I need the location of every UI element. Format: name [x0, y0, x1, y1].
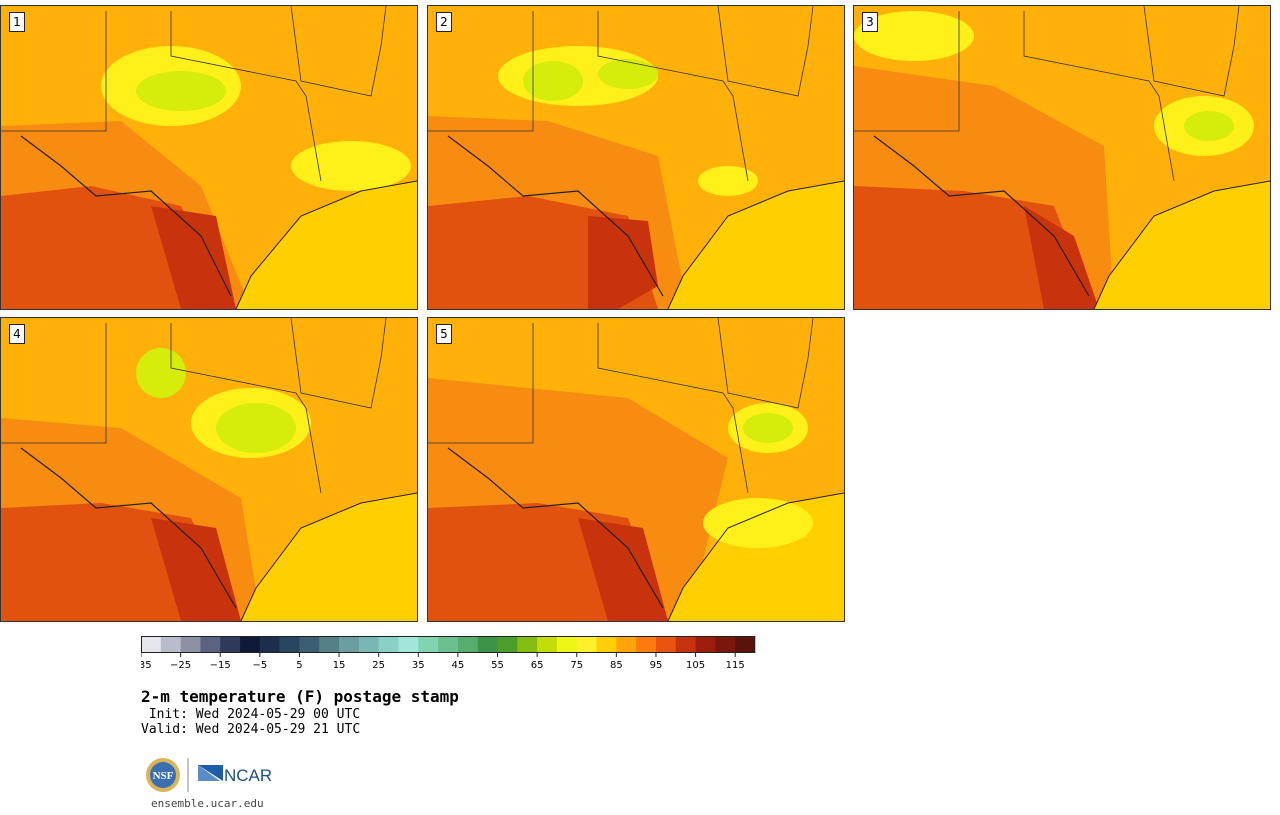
panel-number-label: 1 — [9, 12, 25, 32]
init-time: Init: Wed 2024-05-29 00 UTC — [141, 707, 361, 722]
colorbar-tick-label: 115 — [726, 660, 745, 671]
colorbar-swatch — [141, 636, 162, 653]
temperature-map-5 — [428, 318, 844, 621]
colorbar-tick-label: −15 — [210, 660, 231, 671]
colorbar-swatch — [497, 636, 518, 653]
map-panel-5: 5 — [427, 317, 845, 622]
map-panel-4: 4 — [0, 317, 418, 622]
colorbar-swatch — [616, 636, 637, 653]
colorbar-tick-label: 45 — [452, 660, 465, 671]
colorbar-swatch — [636, 636, 657, 653]
colorbar-tick-label: 15 — [333, 660, 346, 671]
colorbar-tick-label: 95 — [650, 660, 663, 671]
colorbar-swatch — [259, 636, 280, 653]
colorbar-swatch — [655, 636, 677, 653]
panel-number-label: 3 — [862, 12, 878, 32]
colorbar-tick-label: 105 — [686, 660, 705, 671]
colorbar-swatch — [695, 636, 716, 653]
colorbar-swatch — [576, 636, 597, 653]
panel-number-label: 5 — [436, 324, 452, 344]
colorbar-swatch — [279, 636, 300, 653]
colorbar-swatch — [537, 636, 558, 653]
product-title: 2-m temperature (F) postage stamp — [141, 687, 459, 706]
colorbar-swatch — [319, 636, 340, 653]
colorbar-swatch — [438, 636, 459, 653]
colorbar-swatch — [220, 636, 241, 653]
valid-time: Valid: Wed 2024-05-29 21 UTC — [141, 722, 361, 737]
colorbar-swatch — [715, 636, 736, 653]
colorbar-tick-label: 85 — [610, 660, 623, 671]
temperature-map-2 — [428, 6, 844, 309]
colorbar-swatch — [735, 636, 756, 653]
logos: NSF NCAR — [145, 757, 275, 793]
site-url: ensemble.ucar.edu — [151, 797, 264, 810]
colorbar-swatch — [339, 636, 360, 653]
nsf-logo-text: NSF — [153, 770, 174, 782]
ncar-logo-text: NCAR — [224, 766, 272, 785]
colorbar-swatch — [240, 636, 261, 653]
temperature-map-3 — [854, 6, 1270, 309]
colorbar-swatch — [378, 636, 399, 653]
colorbar-tick-label: 65 — [531, 660, 544, 671]
panel-number-label: 2 — [436, 12, 452, 32]
colorbar-swatch — [200, 636, 221, 653]
colorbar-swatch — [457, 636, 479, 653]
ncar-logo-icon: NCAR — [198, 765, 272, 785]
colorbar-swatch — [160, 636, 181, 653]
colorbar-swatch — [180, 636, 201, 653]
colorbar-swatch — [299, 636, 320, 653]
colorbar-tick-label: 25 — [372, 660, 385, 671]
colorbar-swatch — [596, 636, 617, 653]
colorbar-tick-label: −25 — [170, 660, 191, 671]
colorbar-tick-label: −5 — [252, 660, 267, 671]
map-panel-3: 3 — [853, 5, 1271, 310]
colorbar-swatch — [358, 636, 379, 653]
temperature-colorbar: −35 −25 −15 −5 5 15 25 35 45 55 65 75 85 95 105 115 — [141, 636, 756, 671]
colorbar-swatch — [517, 636, 538, 653]
temperature-map-4 — [1, 318, 417, 621]
temperature-map-1 — [1, 6, 417, 309]
colorbar-tick-label: 35 — [412, 660, 425, 671]
colorbar-border — [141, 636, 755, 653]
map-panel-2: 2 — [427, 5, 845, 310]
panel-number-label: 4 — [9, 324, 25, 344]
colorbar-swatch — [675, 636, 696, 653]
colorbar-tick-label: 75 — [570, 660, 583, 671]
colorbar-swatch — [398, 636, 419, 653]
colorbar-tick-label: −35 — [141, 660, 152, 671]
colorbar-swatch — [418, 636, 439, 653]
colorbar-swatch — [477, 636, 498, 653]
nsf-logo-icon: NSF — [146, 758, 180, 792]
colorbar-swatch — [556, 636, 578, 653]
colorbar-tick-label: 55 — [491, 660, 504, 671]
map-panel-1: 1 — [0, 5, 418, 310]
colorbar-tick-label: 5 — [296, 660, 302, 671]
